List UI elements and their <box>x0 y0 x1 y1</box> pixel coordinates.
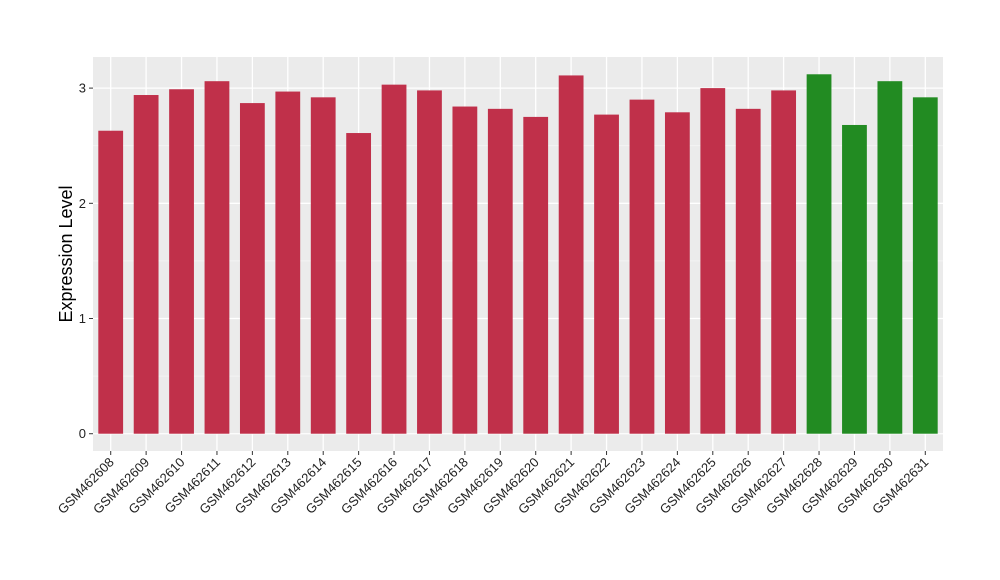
bar-GSM462623 <box>629 99 655 434</box>
bar-GSM462620 <box>523 116 549 434</box>
bars-group <box>98 74 938 434</box>
y-axis: 0 1 2 3 <box>79 81 93 441</box>
bar-GSM462616 <box>381 84 407 434</box>
bar-GSM462617 <box>417 90 442 434</box>
bar-GSM462611 <box>204 81 230 434</box>
bar-GSM462629 <box>842 124 867 434</box>
bar-GSM462628 <box>806 74 832 434</box>
bar-GSM462618 <box>452 106 478 434</box>
x-axis: GSM462608GSM462609GSM462610GSM462611GSM4… <box>55 451 931 517</box>
bar-GSM462627 <box>771 90 797 434</box>
bar-GSM462614 <box>310 97 336 434</box>
y-tick-label: 1 <box>79 311 86 326</box>
bar-GSM462610 <box>169 89 194 434</box>
bar-GSM462624 <box>664 112 690 434</box>
bar-GSM462612 <box>239 103 265 434</box>
bar-GSM462615 <box>346 133 372 434</box>
plot-panel <box>93 57 943 451</box>
bar-GSM462626 <box>735 108 761 434</box>
bar-GSM462631 <box>912 97 938 434</box>
y-axis-title: Expression Level <box>56 185 76 322</box>
y-tick-label: 3 <box>79 81 86 96</box>
bar-GSM462613 <box>275 91 301 434</box>
bar-GSM462609 <box>133 95 159 434</box>
bar-GSM462621 <box>558 75 584 434</box>
y-tick-label: 0 <box>79 426 86 441</box>
bar-GSM462625 <box>700 88 726 434</box>
bar-GSM462619 <box>487 108 513 434</box>
y-tick-label: 2 <box>79 196 86 211</box>
bar-GSM462622 <box>594 114 619 434</box>
bar-GSM462630 <box>877 81 903 434</box>
bar-GSM462608 <box>98 130 124 434</box>
